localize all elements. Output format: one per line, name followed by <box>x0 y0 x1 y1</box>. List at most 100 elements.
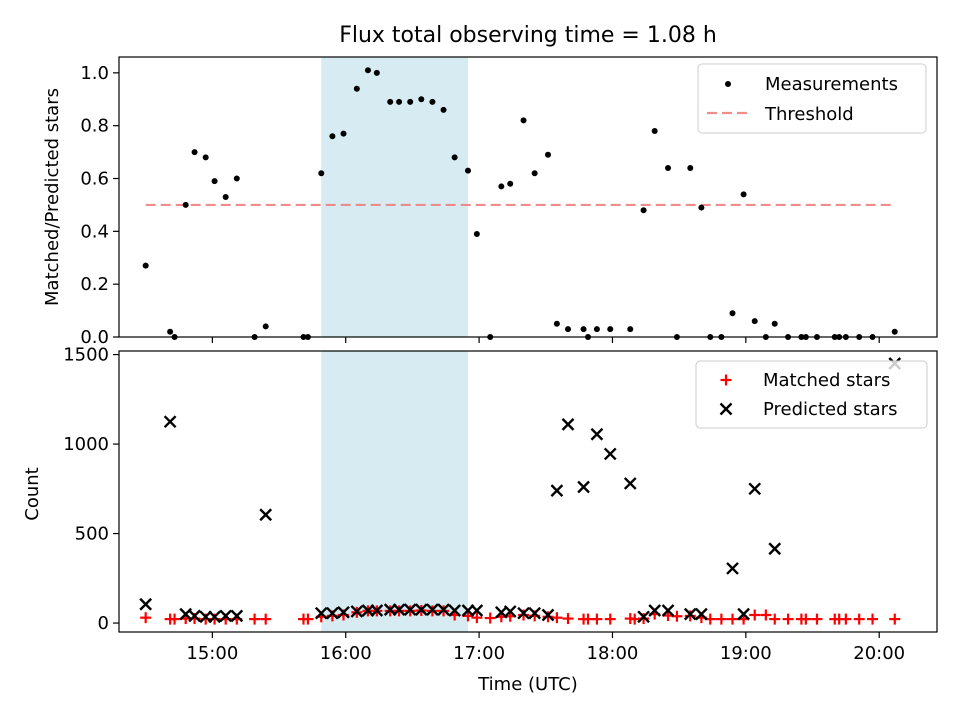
legend-plus <box>720 374 732 386</box>
predicted-star-point <box>448 604 461 617</box>
predicted-star-point <box>577 480 590 494</box>
predicted-star-point <box>768 542 782 556</box>
x-stroke <box>637 610 650 624</box>
predicted-star-point <box>259 508 273 522</box>
predicted-star-point <box>414 603 428 616</box>
top-legend-box <box>697 63 927 134</box>
predicted-star-point <box>503 605 517 618</box>
x-stroke <box>163 415 177 429</box>
matched-star-point <box>684 610 696 622</box>
x-stroke <box>695 607 708 621</box>
measurement-point <box>202 154 209 161</box>
x-stroke <box>326 606 339 620</box>
x-tick-label: 19:00 <box>720 643 772 664</box>
predicted-star-point <box>337 605 350 619</box>
predicted-star-point <box>648 604 662 617</box>
top-panel: 0.0 0.2 0.4 0.6 0.8 1.0 Flux total observing … <box>42 23 938 348</box>
bottom-panel: 0 500 1000 1500 15:00 16:00 17:00 18:00 19:00 20… <box>22 345 938 695</box>
x-stroke <box>208 610 221 624</box>
bottom-legend-box <box>695 360 928 429</box>
predicted-star-point <box>550 484 564 497</box>
x-stroke <box>748 482 762 496</box>
top-y-ticks: 0.0 0.2 0.4 0.6 0.8 1.0 <box>80 63 119 348</box>
top-legend: Measurements Threshold <box>697 63 927 134</box>
measurement-point <box>729 310 736 317</box>
y-tick-label: 500 <box>75 524 109 545</box>
y-tick-label: 0 <box>98 613 109 634</box>
matched-star-point <box>551 612 563 624</box>
x-stroke <box>448 604 461 617</box>
measurement-point <box>364 67 371 74</box>
legend-matched-marker <box>720 374 732 386</box>
predicted-star-point <box>426 603 439 616</box>
matched-star-point <box>889 613 901 625</box>
measurement-point <box>182 201 189 208</box>
legend-x <box>719 402 733 416</box>
measurement-point <box>222 194 229 200</box>
matched-star-point <box>604 613 616 625</box>
x-stroke <box>648 604 662 617</box>
x-stroke <box>470 604 484 617</box>
top-y-axis-label: Matched/Predicted stars <box>42 88 63 306</box>
measurement-point <box>429 98 436 105</box>
x-tick-label: 17:00 <box>453 643 505 664</box>
bottom-x-ticks: 15:00 16:00 17:00 18:00 19:00 20:00 <box>186 632 905 664</box>
y-tick-label: 0.2 <box>80 274 109 295</box>
matched-star-point <box>260 613 272 625</box>
measurement-point <box>687 164 694 171</box>
measurement-point <box>418 96 425 103</box>
predicted-star-point <box>403 603 417 616</box>
x-tick-label: 16:00 <box>320 643 372 664</box>
predicted-star-point <box>188 609 201 623</box>
matched-star-point <box>840 613 852 625</box>
x-stroke <box>768 542 782 556</box>
measurement-point <box>353 85 360 92</box>
measurement-point <box>740 191 747 198</box>
measurement-point <box>580 326 587 333</box>
measurement-point <box>565 326 572 333</box>
measurement-point <box>233 175 240 182</box>
predicted-star-point <box>163 415 177 429</box>
matched-star-point <box>140 612 152 624</box>
x-tick-label: 18:00 <box>587 643 639 664</box>
x-stroke <box>494 605 508 619</box>
measurement-point <box>473 230 480 237</box>
x-stroke <box>726 562 739 575</box>
matched-star-point <box>769 613 781 625</box>
x-stroke <box>603 447 617 461</box>
bottom-legend: Matched stars Predicted stars <box>695 360 928 429</box>
legend-predicted-marker <box>719 402 733 416</box>
legend-matched-label: Matched stars <box>763 370 890 391</box>
x-stroke <box>561 418 575 431</box>
measurement-point <box>191 149 198 156</box>
matched-star-point <box>811 613 823 625</box>
legend-threshold-label: Threshold <box>764 104 854 125</box>
bottom-axes-frame <box>118 350 938 633</box>
matched-star-point <box>638 613 650 625</box>
predicted-star-point <box>603 447 617 461</box>
predicted-star-point <box>695 607 708 621</box>
measurement-point <box>167 328 174 335</box>
measurement-point <box>607 326 614 333</box>
y-tick-label: 0.6 <box>80 169 109 190</box>
x-stroke <box>370 604 384 617</box>
x-stroke <box>541 608 555 622</box>
predicted-star-point <box>661 604 675 617</box>
matched-star-point <box>591 613 603 625</box>
measurement-point <box>142 262 149 269</box>
measurement-point <box>627 326 634 333</box>
bottom-y-ticks: 0 500 1000 1500 <box>63 345 119 634</box>
measurement-points <box>142 67 898 340</box>
count-points <box>139 357 902 625</box>
matched-star-point <box>484 612 496 624</box>
predicted-star-point <box>230 609 244 623</box>
predicted-star-point <box>541 608 555 622</box>
x-stroke <box>683 607 697 621</box>
matched-star-point <box>760 609 772 621</box>
measurement-point <box>651 127 658 134</box>
measurement-point <box>751 318 758 325</box>
predicted-star-point <box>683 607 697 621</box>
predicted-star-point <box>326 606 339 620</box>
legend-predicted-label: Predicted stars <box>763 399 897 420</box>
x-stroke <box>577 480 590 494</box>
